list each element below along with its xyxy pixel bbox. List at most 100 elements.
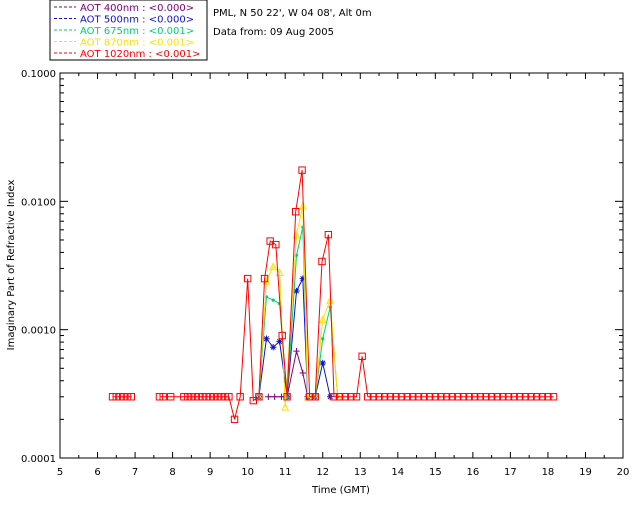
data-point-star — [276, 338, 283, 345]
data-point-square — [465, 393, 473, 401]
data-point-square — [202, 393, 211, 401]
data-point-star — [299, 275, 307, 282]
data-point-star — [327, 393, 334, 400]
data-point-square — [167, 393, 175, 401]
data-point-square — [305, 393, 314, 401]
data-point-square — [544, 393, 552, 401]
data-point-star — [269, 344, 277, 351]
data-point-plus — [271, 393, 278, 400]
data-point-square — [437, 393, 445, 401]
legend-label: AOT 1020nm : <0.001> — [80, 49, 200, 60]
data-point-square — [420, 393, 428, 401]
data-point-square — [243, 274, 252, 283]
x-tick-label: 16 — [466, 467, 479, 478]
x-tick-label: 9 — [207, 467, 213, 478]
x-tick-label: 6 — [94, 467, 100, 478]
data-point-square — [225, 393, 233, 401]
data-point-square — [108, 393, 117, 401]
legend-label: AOT 400nm : <0.000> — [80, 3, 194, 14]
site-info-text: PML, N 50 22', W 04 08', Alt 0m — [213, 8, 372, 19]
data-point-square — [476, 393, 485, 401]
series-3 — [254, 201, 342, 411]
data-point-square — [403, 393, 411, 401]
data-point-square — [272, 240, 280, 249]
series-line — [258, 276, 331, 398]
data-point-square — [482, 393, 490, 401]
x-tick-label: 11 — [279, 467, 292, 478]
data-point-square — [369, 393, 378, 401]
data-point-square — [324, 230, 333, 239]
data-point-square — [352, 393, 361, 401]
date-info-text: Data from: 09 Aug 2005 — [213, 27, 334, 38]
data-point-square — [471, 393, 479, 401]
data-point-dot — [271, 298, 275, 302]
data-point-square — [195, 393, 203, 401]
x-axis-label: Time (GMT) — [311, 485, 370, 496]
x-tick-label: 14 — [391, 467, 404, 478]
data-point-square — [499, 393, 507, 401]
data-point-square — [230, 415, 239, 424]
legend-label: AOT 675nm : <0.001> — [80, 26, 194, 37]
data-point-square — [364, 393, 372, 401]
data-point-plus — [265, 393, 272, 400]
data-point-triangle — [318, 315, 327, 324]
y-tick-label: 0.0001 — [21, 454, 56, 465]
data-point-square — [180, 393, 188, 401]
data-point-triangle — [298, 201, 307, 210]
data-point-square — [459, 393, 468, 401]
x-tick-label: 13 — [354, 467, 367, 478]
data-point-square — [255, 393, 263, 401]
data-point-square — [311, 393, 319, 401]
legend-label: AOT 870nm : <0.001> — [80, 38, 194, 49]
data-point-square — [206, 393, 214, 401]
x-tick-label: 7 — [132, 467, 138, 478]
data-point-square — [397, 393, 406, 401]
x-tick-label: 20 — [617, 467, 630, 478]
data-point-square — [414, 393, 423, 401]
data-point-square — [187, 393, 196, 401]
data-point-square — [283, 393, 291, 401]
data-point-triangle — [269, 262, 278, 271]
series-4 — [108, 166, 558, 424]
axes-ticks: 5 6 7 8 9 10 11 12 13 14 15 16 17 18 19 20 0.1000 0.0100 0… — [21, 69, 629, 478]
y-tick-label: 0.0010 — [21, 326, 56, 337]
data-point-plus — [293, 347, 300, 355]
data-point-triangle — [281, 402, 290, 411]
data-point-square — [341, 393, 349, 401]
x-tick-label: 12 — [316, 467, 329, 478]
data-point-square — [221, 393, 229, 401]
data-point-square — [516, 393, 524, 401]
data-point-triangle — [326, 295, 335, 304]
data-point-square — [217, 393, 226, 401]
legend-label: AOT 500nm : <0.000> — [80, 15, 194, 26]
x-tick-label: 18 — [542, 467, 555, 478]
y-axis-label: Imaginary Part of Refractive Index — [6, 180, 17, 351]
data-point-square — [538, 393, 547, 401]
data-point-square — [392, 393, 400, 401]
data-point-square — [335, 393, 344, 401]
series-line — [258, 205, 339, 407]
data-point-square — [504, 393, 513, 401]
x-tick-label: 19 — [579, 467, 592, 478]
x-tick-label: 10 — [241, 467, 254, 478]
data-point-square — [249, 396, 257, 405]
legend-box — [49, 0, 208, 61]
data-point-square — [191, 393, 199, 401]
data-point-square — [318, 257, 326, 266]
x-tick-label: 5 — [57, 467, 63, 478]
data-point-square — [198, 393, 207, 401]
data-point-star — [319, 359, 326, 367]
y-tick-label: 0.0100 — [21, 197, 56, 208]
data-point-square — [210, 393, 218, 401]
data-point-square — [409, 393, 417, 401]
data-point-square — [358, 352, 366, 361]
data-point-square — [183, 393, 192, 401]
legend: AOT 400nm : <0.000>AOT 500nm : <0.000>AO… — [49, 0, 208, 61]
data-point-square — [213, 393, 222, 401]
data-point-square — [386, 393, 394, 401]
data-point-square — [159, 393, 167, 401]
data-point-square — [448, 393, 456, 401]
data-point-square — [510, 393, 518, 401]
data-point-square — [127, 393, 136, 401]
